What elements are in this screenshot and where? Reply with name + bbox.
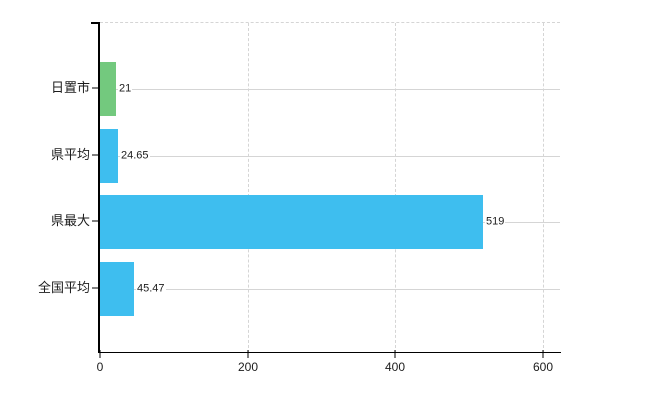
category-gridline xyxy=(100,289,560,290)
x-tick xyxy=(247,350,249,358)
y-tick xyxy=(92,87,99,89)
value-label: 45.47 xyxy=(136,282,166,296)
x-gridline xyxy=(395,23,396,353)
value-label: 21 xyxy=(118,82,133,96)
plot-area: 21 24.65 519 45.47 xyxy=(100,22,560,353)
x-axis xyxy=(98,352,561,353)
category-label: 全国平均 xyxy=(37,280,90,295)
y-tick xyxy=(92,154,99,156)
x-tick-label: 200 xyxy=(237,360,259,374)
category-label: 県最大 xyxy=(50,213,90,228)
x-tick-label: 600 xyxy=(532,360,554,374)
value-label: 24.65 xyxy=(120,149,150,163)
y-tick xyxy=(92,287,99,289)
x-gridline xyxy=(248,23,249,353)
x-tick xyxy=(542,350,544,358)
value-label: 519 xyxy=(485,215,506,229)
y-axis-top-tick xyxy=(91,22,100,24)
bar xyxy=(100,195,483,249)
category-gridline xyxy=(100,89,560,90)
bar xyxy=(100,129,118,183)
category-label: 県平均 xyxy=(50,147,90,162)
bar xyxy=(100,262,134,316)
y-axis xyxy=(98,22,100,353)
x-tick xyxy=(99,350,101,358)
bar xyxy=(100,62,116,116)
x-tick-label: 400 xyxy=(384,360,406,374)
y-tick xyxy=(92,220,99,222)
x-gridline xyxy=(543,23,544,353)
x-tick xyxy=(394,350,396,358)
category-gridline xyxy=(100,156,560,157)
category-label: 日置市 xyxy=(50,80,90,95)
x-tick-label: 0 xyxy=(96,360,104,374)
